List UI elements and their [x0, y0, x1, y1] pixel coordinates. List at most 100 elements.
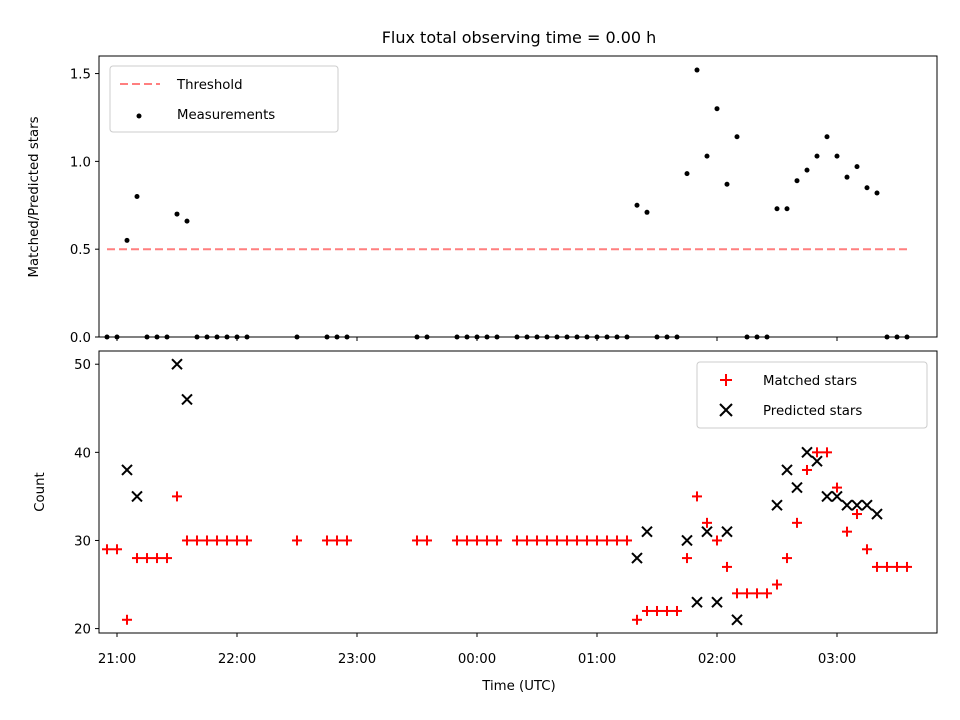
matched-star-point [182, 535, 192, 546]
matched-star-point [152, 553, 162, 564]
measurement-point [794, 178, 800, 184]
matched-star-point [572, 535, 582, 546]
measurement-point [804, 167, 810, 173]
predicted-star-point [181, 393, 193, 406]
predicted-star-stroke-b [771, 499, 783, 511]
predicted-star-stroke-b [631, 552, 643, 564]
matched-star-point [412, 535, 422, 546]
measurement-point [784, 206, 790, 212]
matched-star-point [802, 464, 812, 475]
matched-star-point [852, 509, 862, 520]
matched-star-point [532, 535, 542, 546]
predicted-star-stroke-b [841, 499, 853, 511]
matched-star-point [192, 535, 202, 546]
x-axis-label: Time (UTC) [481, 679, 556, 694]
legend-matched-swatch [720, 374, 732, 386]
measurement-point [644, 209, 650, 215]
predicted-star-stroke-b [131, 490, 143, 503]
predicted-star-point [171, 358, 183, 370]
matched-star-point [652, 605, 662, 616]
matched-star-point [882, 561, 892, 572]
predicted-star-point [701, 525, 713, 538]
predicted-star-point [791, 481, 803, 494]
matched-star-point [632, 614, 642, 625]
matched-star-point [562, 535, 572, 546]
measurement-point [774, 206, 780, 212]
matched-star-point [782, 553, 792, 564]
bottom-x-tick-label: 02:00 [698, 652, 736, 667]
matched-star-point [792, 517, 802, 528]
bottom-panel: 20 30 40 50 21:00 22:00 23:00 00:00 01:00 02:00 0… [33, 350, 938, 694]
matched-star-point [142, 553, 152, 564]
measurement-point [814, 153, 820, 159]
matched-star-point [322, 535, 332, 546]
top-axes-frame [98, 55, 938, 338]
matched-stars-points [102, 447, 912, 625]
predicted-star-point [781, 464, 793, 476]
measurement-point [634, 202, 640, 208]
measurement-point [134, 194, 140, 199]
matched-star-point [812, 447, 822, 458]
bottom-axes-frame [98, 350, 938, 634]
legend-measurements-swatch [136, 113, 142, 119]
predicted-star-point [801, 446, 813, 459]
predicted-star-point [851, 499, 863, 511]
top-panel: 0.0 0.5 1.0 1.5 Matched/Predicted stars Thr… [27, 55, 938, 346]
predicted-star-point [861, 499, 873, 511]
measurement-point [844, 174, 850, 180]
matched-star-point [762, 588, 772, 599]
predicted-star-stroke-b [821, 490, 833, 503]
predicted-star-point [131, 490, 143, 503]
measurement-point [684, 171, 690, 177]
predicted-star-point [721, 525, 733, 538]
top-y-tick-label: 1.0 [70, 155, 91, 170]
top-y-tick-label: 0.5 [70, 243, 91, 258]
measurement-point [724, 181, 730, 187]
bottom-x-tick-label: 03:00 [818, 652, 856, 667]
predicted-star-stroke-b [801, 446, 813, 459]
bottom-y-ticks: 20 30 40 50 [74, 358, 99, 638]
matched-star-point [772, 579, 782, 590]
measurement-point [704, 153, 710, 159]
top-legend: Threshold Measurements [109, 65, 339, 133]
matched-star-point [452, 535, 462, 546]
measurement-point [124, 237, 130, 243]
predicted-star-stroke-b [681, 534, 693, 547]
predicted-star-stroke-b [791, 481, 803, 494]
predicted-star-stroke-b [121, 464, 133, 476]
matched-star-point [842, 526, 852, 537]
matched-star-point [642, 605, 652, 616]
matched-star-point [102, 544, 112, 555]
matched-star-point [592, 535, 602, 546]
matched-star-point [422, 535, 432, 546]
chart-title: Flux total observing time = 0.00 h [382, 28, 657, 47]
bottom-y-tick-label: 30 [74, 534, 91, 549]
matched-star-point [682, 553, 692, 564]
matched-star-point [172, 491, 182, 502]
predicted-star-point [641, 525, 653, 538]
legend-measurements-label: Measurements [177, 108, 275, 123]
matched-star-point [692, 491, 702, 502]
measurement-point [864, 185, 870, 191]
predicted-star-point [871, 508, 883, 520]
matched-star-point [872, 561, 882, 572]
matched-star-point [732, 588, 742, 599]
measurement-point [694, 67, 700, 73]
measurement-point [854, 164, 860, 170]
matched-star-point [542, 535, 552, 546]
matched-star-point [232, 535, 242, 546]
matched-star-point [122, 614, 132, 625]
predicted-star-stroke-b [861, 499, 873, 511]
matched-star-point [112, 544, 122, 555]
matched-star-point [212, 535, 222, 546]
bottom-y-tick-label: 40 [74, 446, 91, 461]
predicted-star-stroke-b [701, 525, 713, 538]
matched-star-point [672, 605, 682, 616]
matched-star-point [892, 561, 902, 572]
matched-star-point [512, 535, 522, 546]
matched-star-point [622, 535, 632, 546]
matched-star-point [602, 535, 612, 546]
bottom-x-tick-label: 01:00 [578, 652, 616, 667]
predicted-star-stroke-b [171, 358, 183, 370]
